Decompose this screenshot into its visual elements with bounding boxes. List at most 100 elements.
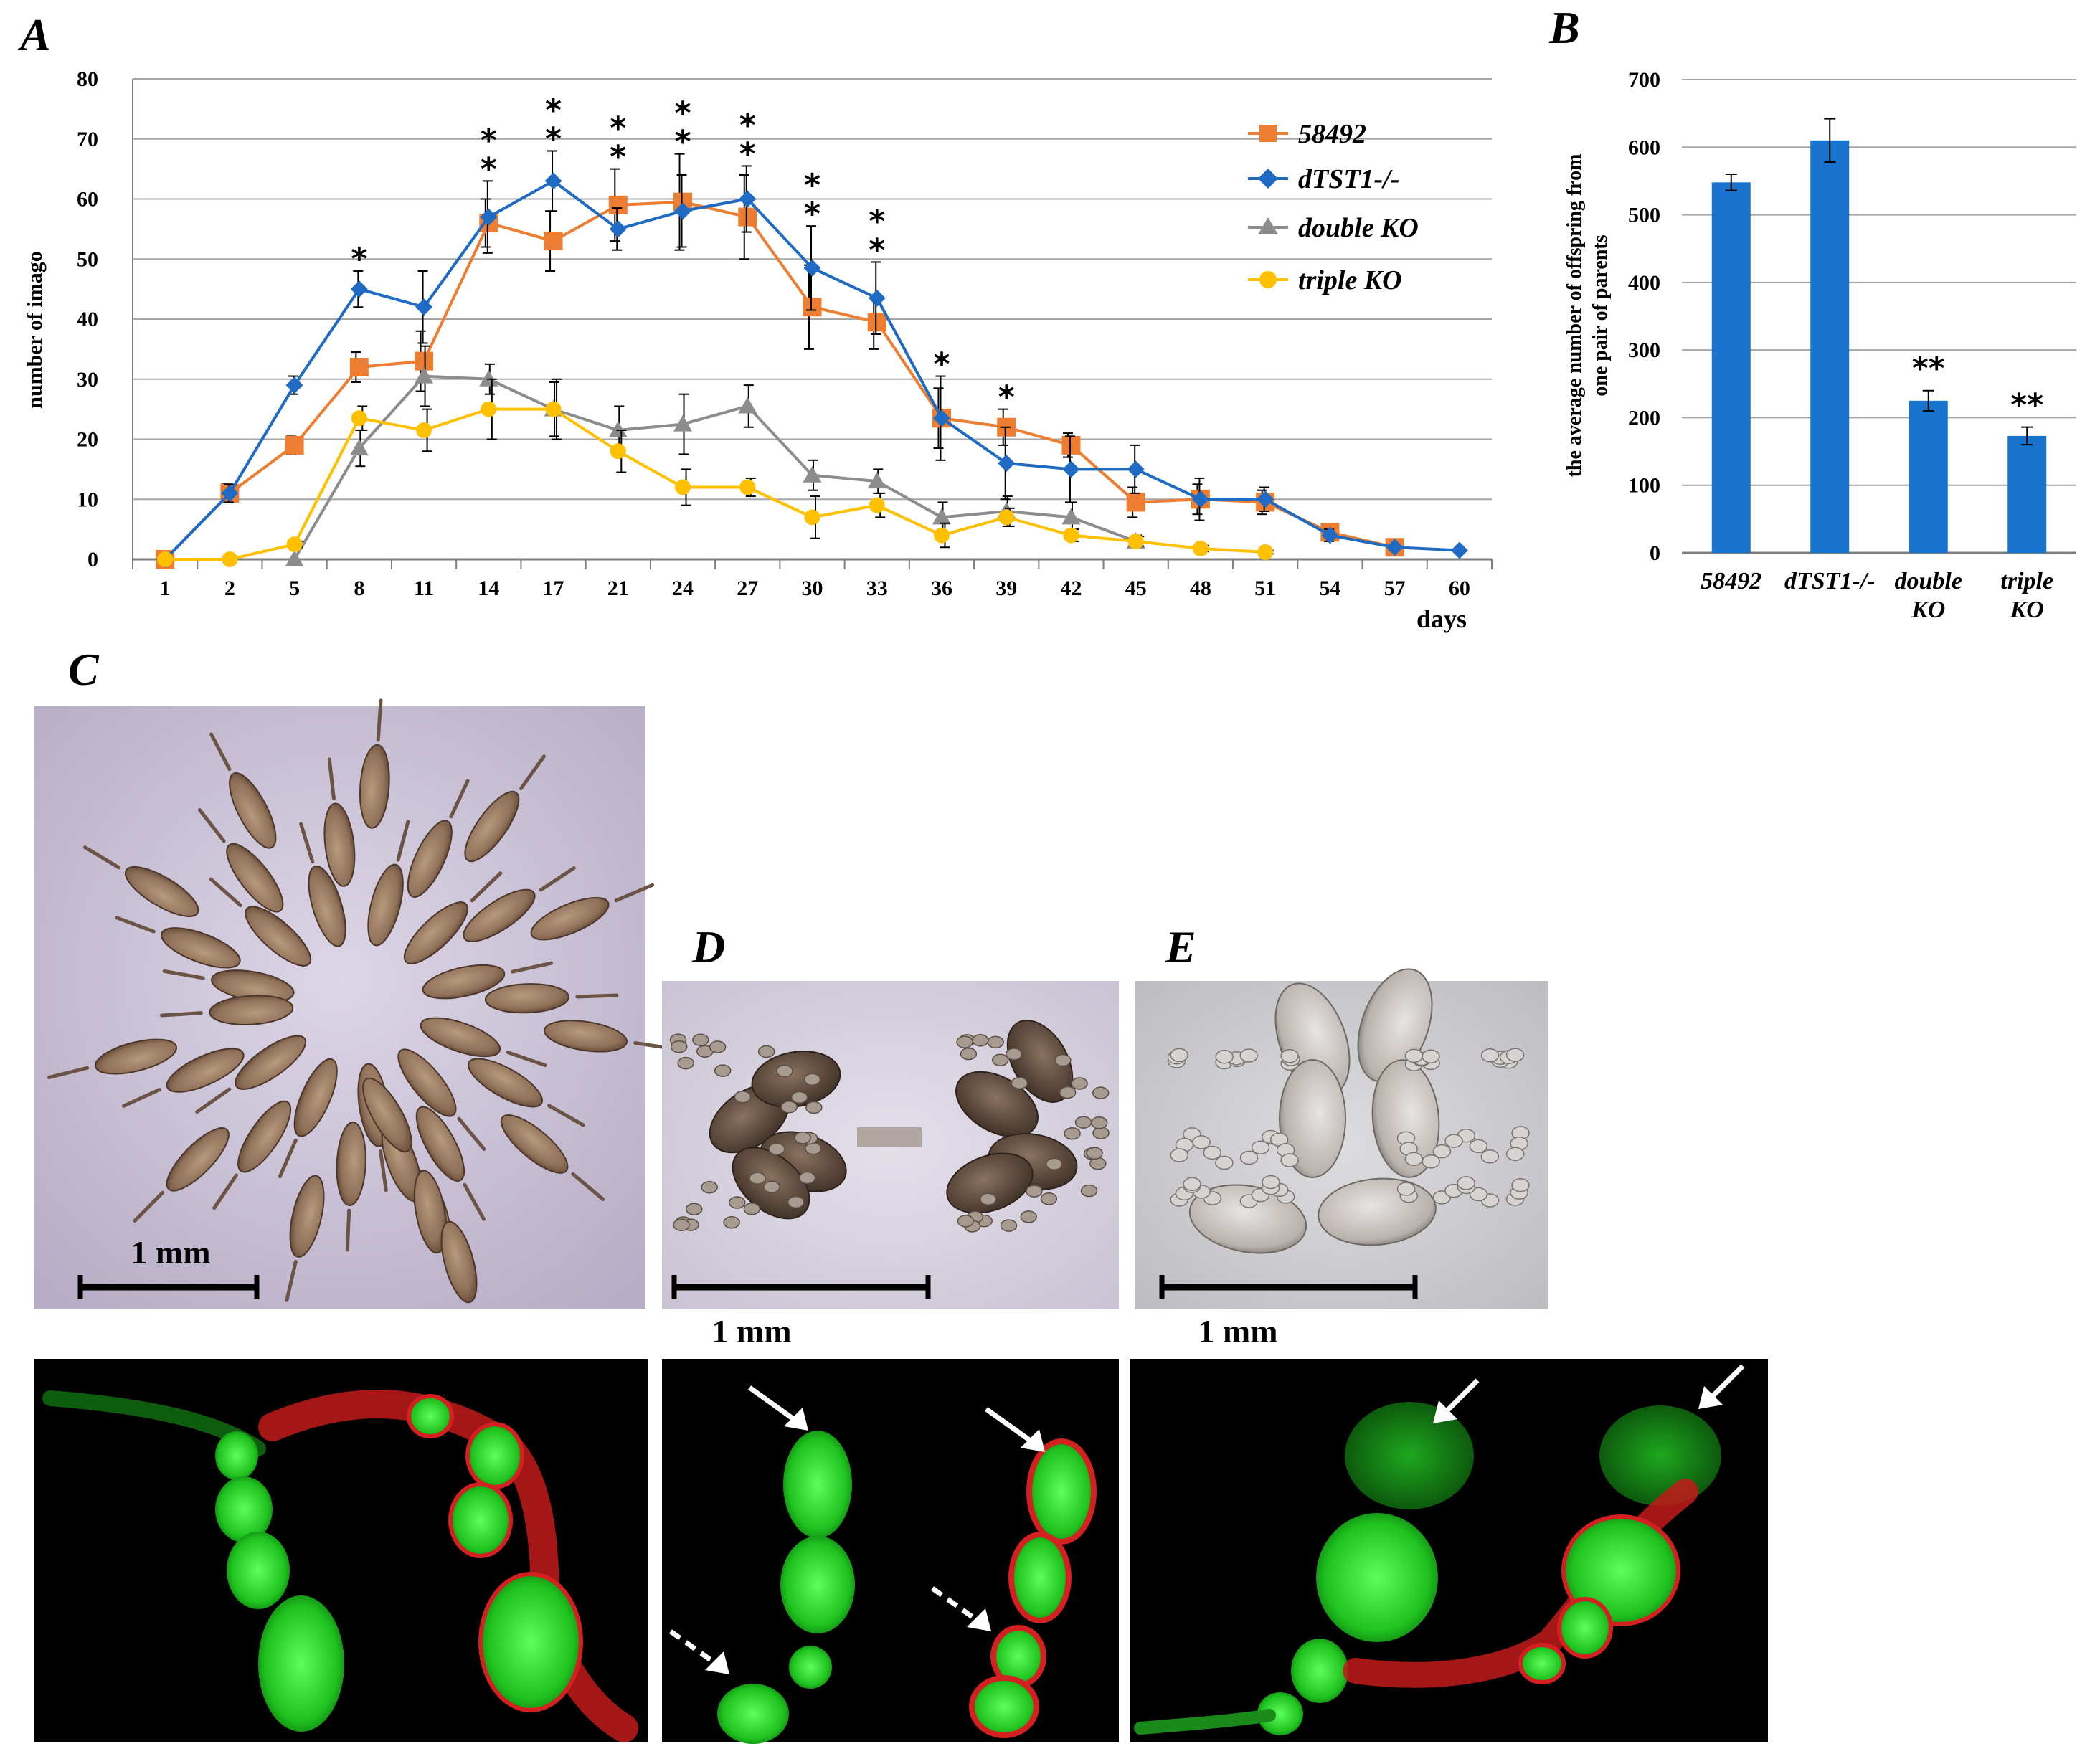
series-line: [165, 407, 1266, 561]
egg-chamber-green: [1026, 1438, 1097, 1545]
data-point: [222, 551, 238, 567]
immature-follicle: [1422, 1049, 1440, 1063]
egg-chamber: [397, 1048, 457, 1117]
panel-a-significance: *** **** **********: [351, 93, 1014, 416]
data-point: [932, 508, 951, 525]
panel-a-x-tick-label: 39: [995, 577, 1017, 600]
egg-chamber: [422, 964, 506, 1000]
significance-star: *: [545, 121, 562, 158]
immature-follicle: [1280, 1153, 1299, 1167]
dorsal-appendage: [209, 732, 232, 772]
dorsal-appendage: [575, 993, 619, 999]
dorsal-appendage: [539, 866, 576, 892]
immature-follicle: [1064, 1127, 1081, 1140]
immature-follicle: [972, 1033, 989, 1047]
dorsal-appendage: [115, 916, 156, 934]
egg-chamber: [124, 866, 199, 917]
bar: [2007, 435, 2047, 553]
dorsal-appendage: [47, 1066, 90, 1080]
egg-chamber-green: [1316, 1513, 1438, 1642]
egg-chamber: [751, 1051, 841, 1108]
significance-star: *: [545, 93, 562, 129]
immature-follicle: [1092, 1086, 1110, 1099]
panel-a-x-tick-label: 24: [672, 577, 694, 600]
data-point: [1063, 527, 1079, 544]
scale-bar-d-label: 1 mm: [711, 1313, 791, 1350]
egg-chamber: [95, 1038, 177, 1075]
immature-follicle: [1170, 1048, 1188, 1063]
immature-follicle: [1239, 1150, 1259, 1165]
data-point: [350, 280, 368, 298]
dorsal-appendage: [162, 969, 205, 980]
egg-chamber: [293, 1058, 338, 1137]
data-point: [803, 298, 822, 317]
data-point: [481, 401, 497, 417]
data-point: [1061, 435, 1081, 455]
panel-b-y-ticks: 0 100 200 300 400 500 600 700: [1628, 68, 1660, 565]
egg-chamber: [237, 1100, 292, 1173]
panel-label-c: C: [68, 644, 100, 695]
data-point: [415, 366, 434, 384]
significance-star: *: [804, 167, 820, 204]
egg-chamber-green: [1291, 1639, 1348, 1703]
immature-follicle: [1505, 1048, 1525, 1062]
immature-follicle: [1071, 1077, 1088, 1090]
significance-star: *: [739, 107, 756, 143]
significance-star: *: [739, 136, 756, 172]
panel-label-e: E: [1165, 921, 1196, 972]
panel-b-y-tick-label: 500: [1628, 204, 1660, 227]
data-point: [480, 208, 498, 226]
panel-a-x-tick-label: 2: [224, 577, 235, 600]
egg-chamber-green: [407, 1394, 454, 1438]
legend-label-triple-ko: triple KO: [1298, 265, 1402, 295]
immature-follicle: [1444, 1134, 1463, 1148]
dorsal-appendage: [197, 808, 226, 843]
egg-chamber: [407, 820, 453, 898]
fluorescence-e-content: [1134, 1364, 1745, 1735]
scale-bar-e-label: 1 mm: [1198, 1313, 1277, 1350]
panel-a-legend: 58492 dTST1-/- double KO triple KO: [1248, 119, 1419, 295]
egg-chamber-green: [448, 1482, 513, 1558]
egg-chamber-green: [783, 1431, 852, 1538]
panel-b-y-axis-title-line2: one pair of parents: [1589, 234, 1612, 396]
egg-chamber: [468, 1058, 543, 1108]
panel-b-y-tick-label: 600: [1628, 136, 1660, 159]
immature-follicle: [1089, 1157, 1107, 1170]
panel-a-y-ticks: 0 10 20 30 40 50 60 70 80: [77, 67, 98, 572]
panel-b: B the average number of offspring from o…: [1548, 2, 2076, 623]
dorsal-appendage: [345, 1208, 351, 1252]
panel-a-y-tick-label: 50: [77, 247, 98, 271]
data-point: [1386, 539, 1404, 556]
data-point: [285, 435, 304, 455]
panel-a-x-tick-label: 1: [160, 577, 171, 600]
dorsal-appendage: [195, 1087, 232, 1114]
panel-b-y-tick-label: 0: [1650, 541, 1660, 565]
immature-follicle: [1054, 1053, 1072, 1067]
immature-follicle: [701, 1181, 718, 1194]
dorsal-appendage: [212, 1173, 238, 1210]
fluorescence-d: [662, 1359, 1119, 1744]
dorsal-appendage: [506, 1051, 547, 1067]
panel-b-category-label: triple: [2000, 568, 2053, 594]
immature-follicle: [1251, 1140, 1270, 1154]
panel-a-x-tick-label: 30: [802, 577, 823, 600]
series-dtst1-: [156, 150, 1468, 568]
panel-a-y-tick-label: 10: [77, 488, 98, 511]
significance-star: *: [675, 95, 691, 132]
egg-chamber: [235, 1035, 307, 1090]
scale-bar-c-label: 1 mm: [131, 1234, 210, 1271]
egg-chamber-green: [789, 1646, 832, 1689]
immature-follicle: [670, 1040, 688, 1053]
significance-star: *: [351, 241, 367, 278]
legend-label-dtst1: dTST1-/-: [1298, 164, 1399, 194]
immature-follicle: [1480, 1048, 1500, 1063]
immature-follicle: [757, 1045, 775, 1058]
data-point: [157, 551, 174, 567]
data-point: [349, 358, 369, 376]
data-point: [1126, 493, 1145, 512]
egg-chamber: [245, 906, 312, 967]
arrowhead: [705, 1651, 729, 1674]
egg-chamber: [161, 927, 241, 969]
